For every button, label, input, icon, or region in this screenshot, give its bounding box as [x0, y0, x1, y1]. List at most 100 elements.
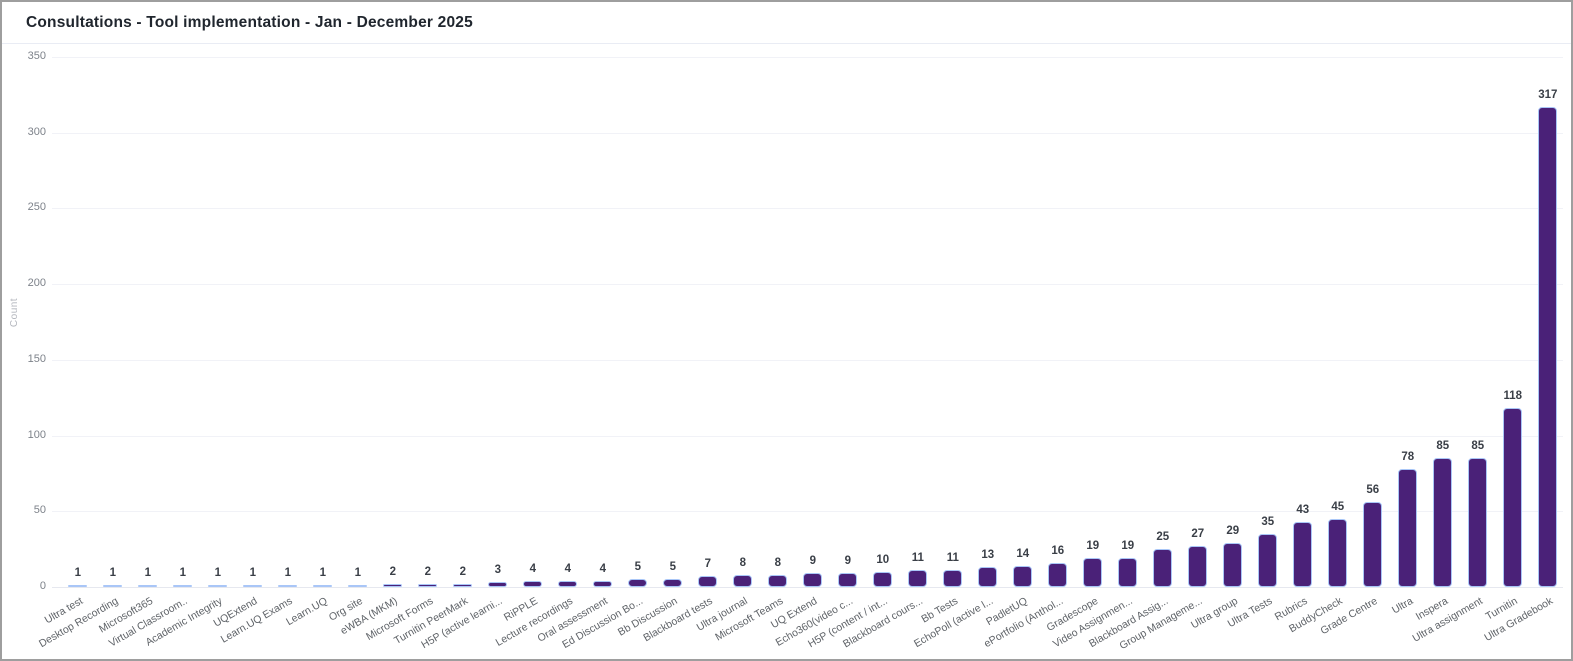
gridline-300	[52, 132, 1563, 134]
bar[interactable]	[1013, 565, 1033, 587]
bar-value-label: 317	[1538, 88, 1558, 101]
bar[interactable]	[908, 570, 928, 587]
bar-value-label: 85	[1471, 440, 1485, 453]
y-tick-label-350: 350	[27, 50, 46, 62]
bar-value-label: 25	[1156, 531, 1170, 544]
bar-value-label: 13	[981, 549, 995, 562]
bar[interactable]	[1188, 546, 1208, 587]
y-tick-label-50: 50	[33, 504, 46, 517]
bar-value-label: 1	[109, 566, 116, 579]
bar[interactable]	[348, 584, 368, 587]
bar[interactable]	[978, 567, 998, 587]
bar-value-label: 11	[946, 552, 959, 565]
bar[interactable]	[68, 584, 88, 587]
y-tick-label-150: 150	[27, 352, 46, 365]
bar-value-label: 19	[1086, 540, 1100, 553]
bar[interactable]	[1293, 521, 1313, 587]
bar-value-label: 10	[876, 553, 890, 566]
bar-value-label: 43	[1296, 503, 1310, 516]
bar[interactable]	[1153, 549, 1173, 587]
bar-value-label: 45	[1331, 500, 1345, 513]
y-tick-label-100: 100	[27, 428, 46, 441]
bar[interactable]	[1083, 558, 1103, 587]
bar[interactable]	[243, 584, 263, 587]
bar[interactable]	[1503, 408, 1523, 587]
gridline-0	[52, 587, 1563, 588]
bar[interactable]	[313, 584, 333, 587]
bar[interactable]	[523, 580, 543, 587]
bar-value-label: 78	[1401, 450, 1415, 463]
bar[interactable]	[208, 584, 228, 587]
bar[interactable]	[943, 570, 963, 587]
bar-value-label: 14	[1016, 547, 1030, 560]
chart-header: Consultations - Tool implementation - Ja…	[2, 2, 1571, 44]
bar-value-label: 5	[634, 561, 641, 574]
bar-value-label: 9	[844, 555, 851, 568]
bar-value-label: 27	[1191, 528, 1205, 541]
gridline-350	[52, 57, 1563, 58]
bar[interactable]	[453, 583, 473, 587]
gridline-50	[52, 511, 1563, 513]
bar-value-label: 1	[249, 566, 256, 579]
x-axis-label: Ultra	[1389, 595, 1415, 617]
gridline-200	[52, 284, 1563, 286]
bar-value-label: 8	[739, 556, 746, 569]
bar[interactable]	[768, 574, 788, 587]
bar-value-label: 2	[424, 565, 431, 578]
bar-value-label: 9	[809, 555, 816, 568]
bar[interactable]	[488, 582, 508, 587]
bar-value-label: 11	[911, 552, 924, 565]
bar[interactable]	[138, 584, 158, 587]
bar[interactable]	[628, 579, 648, 587]
bar-value-label: 5	[669, 561, 676, 574]
bar[interactable]	[383, 583, 403, 587]
bar-value-label: 7	[704, 558, 711, 571]
bar[interactable]	[698, 576, 718, 587]
chart-title: Consultations - Tool implementation - Ja…	[26, 14, 473, 31]
bar[interactable]	[873, 571, 893, 587]
bar-value-label: 19	[1121, 540, 1135, 553]
bar[interactable]	[1258, 534, 1278, 587]
bar[interactable]	[1363, 502, 1383, 587]
bar[interactable]	[1328, 518, 1348, 587]
y-tick-label-300: 300	[27, 125, 46, 138]
bar-value-label: 1	[354, 566, 361, 579]
bar[interactable]	[173, 584, 193, 587]
bar[interactable]	[593, 580, 613, 587]
y-tick-label-250: 250	[27, 201, 46, 214]
bar[interactable]	[418, 583, 438, 587]
y-axis-label: Count	[9, 297, 21, 328]
bar-value-label: 1	[319, 566, 326, 579]
gridline-250	[52, 208, 1563, 210]
bar[interactable]	[803, 573, 823, 587]
bar-value-label: 16	[1051, 544, 1065, 557]
bar[interactable]	[733, 574, 753, 587]
bar[interactable]	[1223, 543, 1243, 587]
bar-value-label: 118	[1503, 390, 1523, 403]
bar-value-label: 4	[529, 562, 536, 575]
bar-value-label: 1	[214, 566, 221, 579]
bar[interactable]	[1468, 458, 1488, 587]
bar[interactable]	[663, 579, 683, 587]
gridline-100	[52, 435, 1563, 437]
bar-value-label: 2	[389, 565, 396, 578]
bar[interactable]	[1538, 106, 1558, 587]
bar-value-label: 1	[144, 566, 151, 579]
bar-value-label: 1	[179, 566, 186, 579]
bar-value-label: 35	[1261, 516, 1275, 528]
y-tick-label-200: 200	[27, 277, 46, 290]
bar[interactable]	[1398, 468, 1418, 587]
bar[interactable]	[1048, 562, 1068, 587]
bar-value-label: 2	[459, 565, 466, 578]
bar-value-label: 1	[284, 566, 291, 579]
bar[interactable]	[1118, 558, 1138, 587]
bar[interactable]	[1433, 458, 1453, 587]
bar[interactable]	[278, 584, 298, 587]
bar[interactable]	[103, 584, 123, 587]
bar-value-label: 56	[1366, 484, 1380, 497]
bar-value-label: 85	[1436, 440, 1450, 453]
bar[interactable]	[838, 573, 858, 587]
bar[interactable]	[558, 580, 578, 587]
